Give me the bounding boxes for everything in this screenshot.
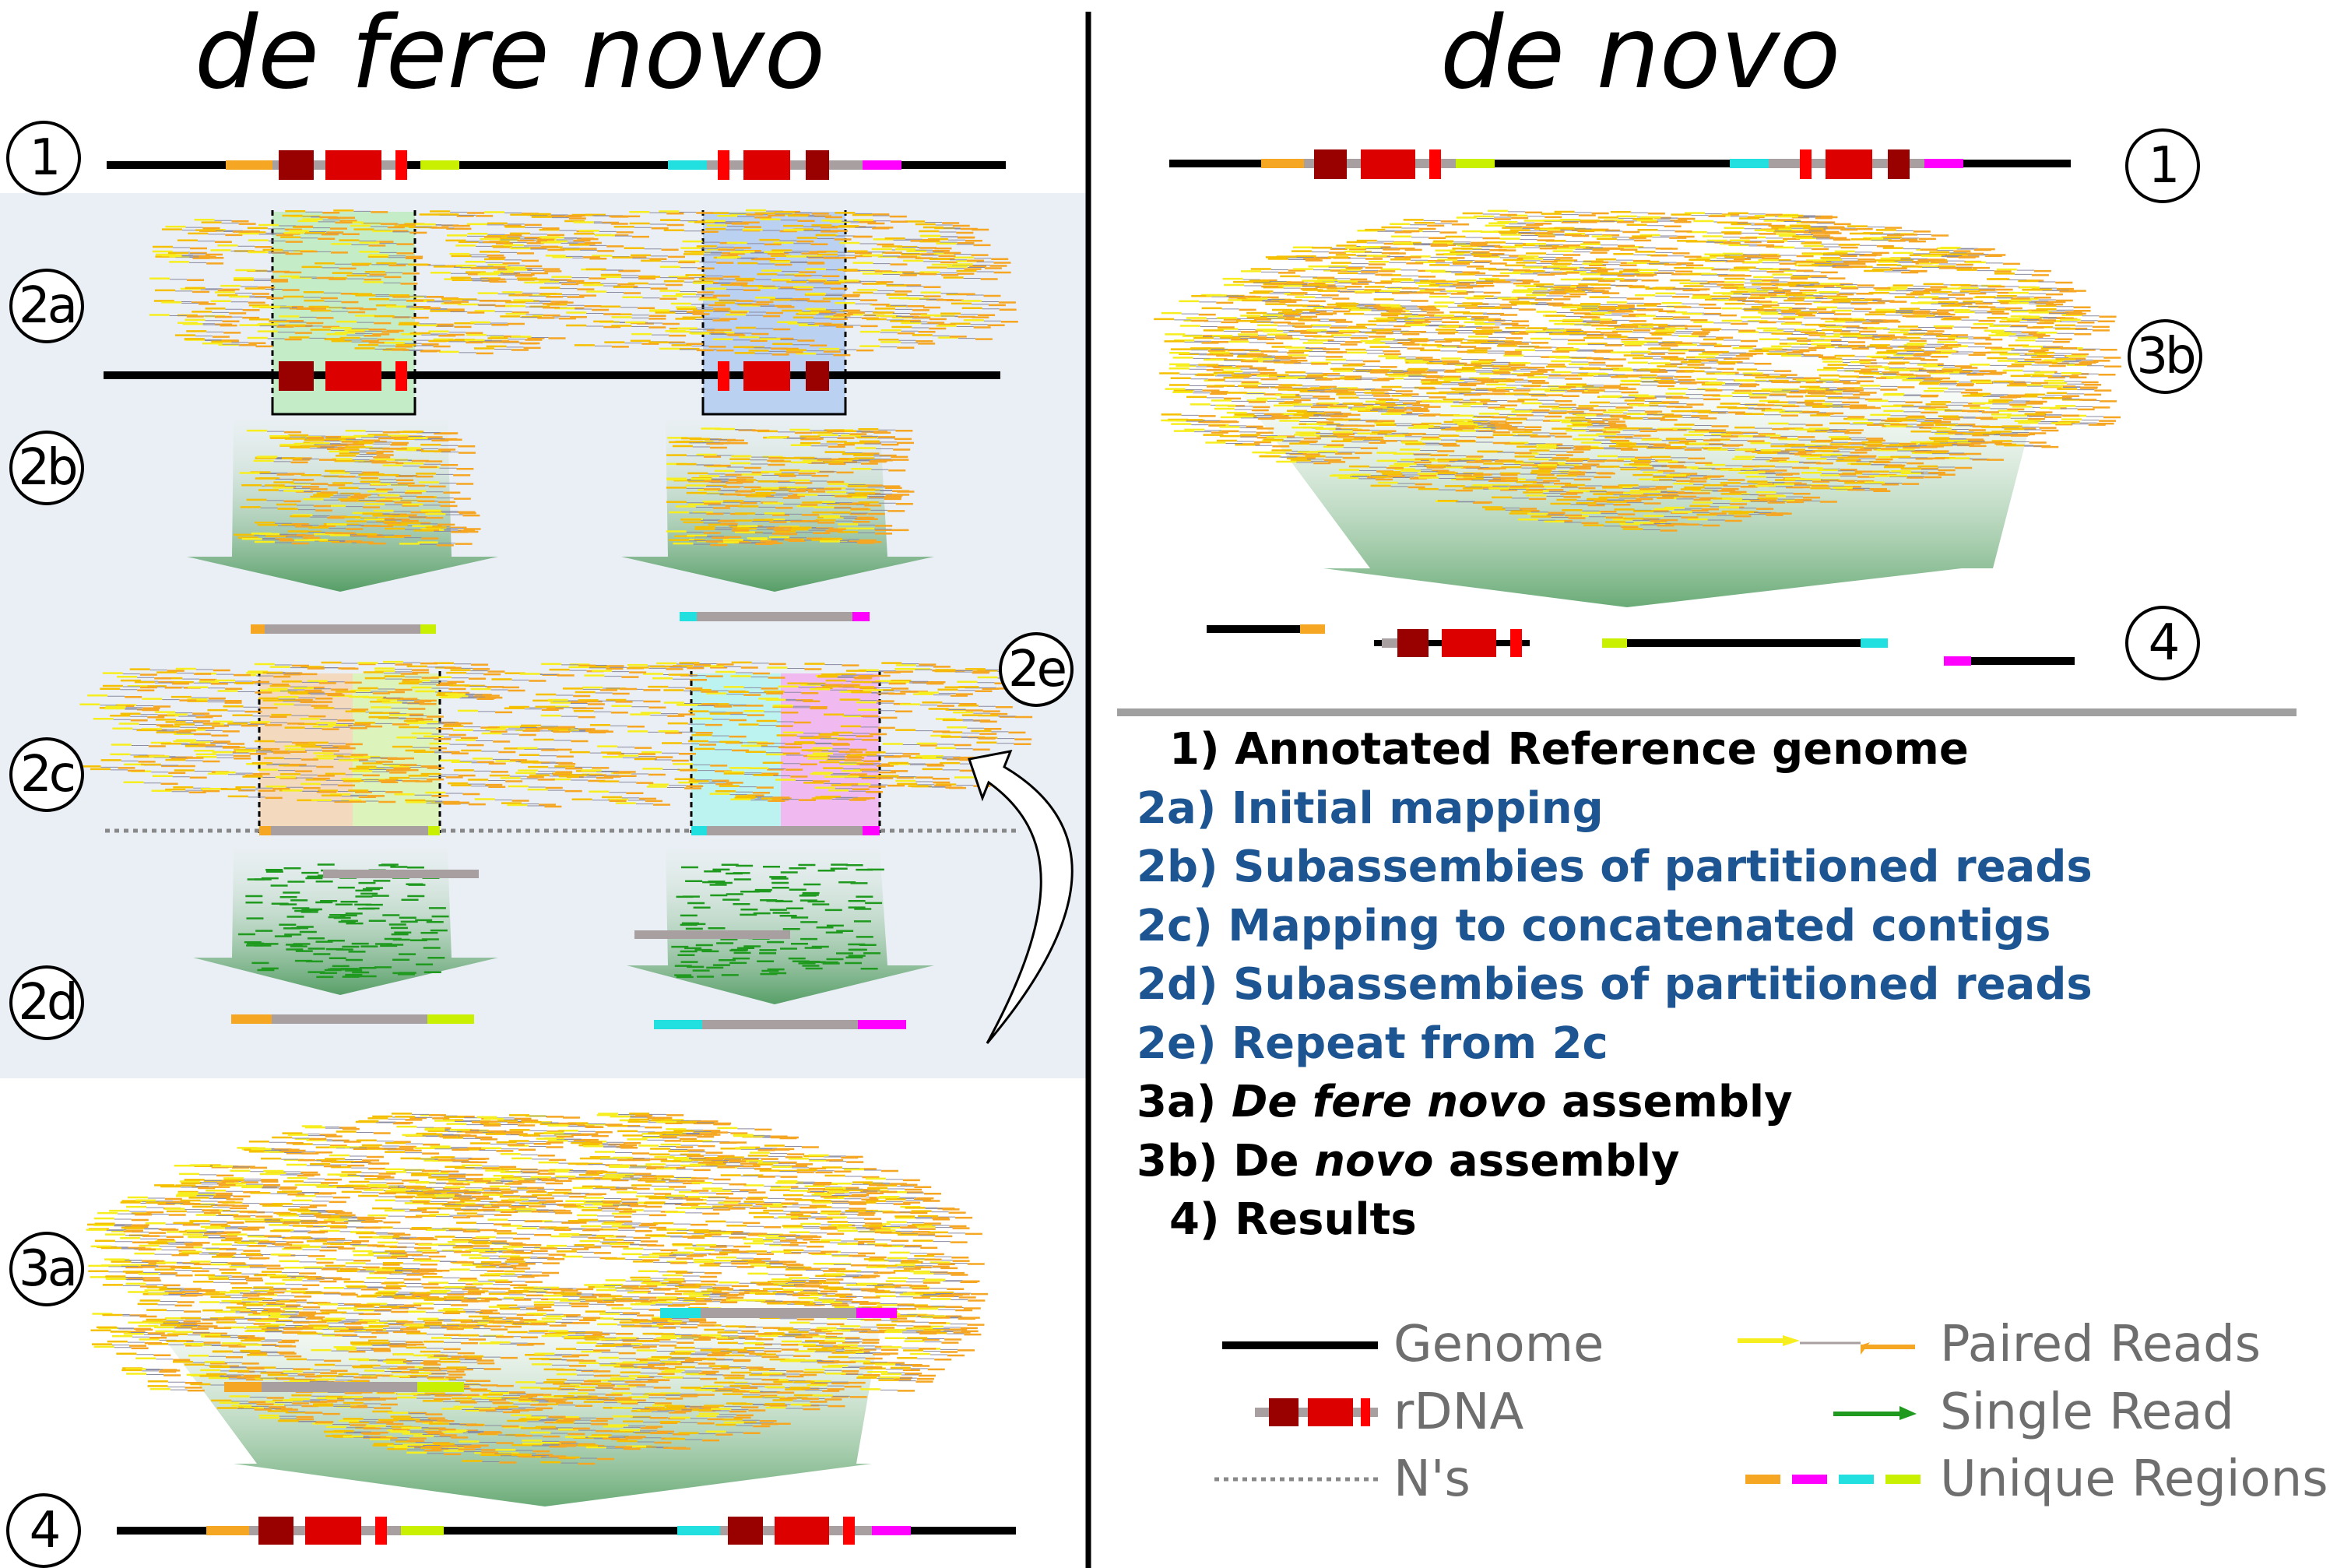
key-label-unique-regions: Unique Regions — [1940, 1454, 2328, 1504]
read-cloud-2b — [234, 427, 915, 547]
key-label-genome: Genome — [1393, 1320, 1604, 1369]
title-de-fere-novo: de fere novo — [195, 4, 825, 104]
repeat-arrow — [968, 750, 1074, 1044]
legend-step-2c: 2c) Mapping to concatenated contigs — [1137, 897, 2093, 956]
step-1-right: 1 — [2125, 128, 2200, 203]
legend-step-2d: 2d) Subassembies of partitioned reads — [1137, 955, 2093, 1014]
legend-step-1: 1) Annotated Reference genome — [1137, 720, 2093, 779]
legend-key-symbols — [1214, 1335, 1921, 1484]
read-cloud-3a — [86, 1113, 989, 1465]
step-3a: 3a — [9, 1232, 84, 1306]
contig-2d-right — [654, 1020, 906, 1029]
contig-3a-right — [660, 1308, 897, 1318]
step-4-right: 4 — [2125, 606, 2200, 680]
key-label-rdna: rDNA — [1393, 1387, 1523, 1437]
contig-2b-left — [251, 624, 436, 634]
funnel-arrow-2b-right — [621, 420, 934, 592]
legend-step-2b: 2b) Subassembies of partitioned reads — [1137, 838, 2093, 897]
reference-genome-right — [1169, 149, 2071, 179]
step-2c: 2c — [9, 737, 84, 812]
step-legend: 1) Annotated Reference genome 2a) Initia… — [1137, 720, 2093, 1250]
contig-3a-left — [224, 1382, 464, 1392]
step-4-left: 4 — [6, 1493, 81, 1568]
key-label-single-read: Single Read — [1940, 1387, 2234, 1437]
step-2b: 2b — [9, 431, 84, 505]
contig-2b-right — [680, 612, 870, 621]
funnel-arrow-3b — [1214, 358, 2047, 607]
funnel-arrow-2d-right — [627, 849, 934, 1004]
legend-step-2e: 2e) Repeat from 2c — [1137, 1014, 2093, 1074]
legend-step-4: 4) Results — [1137, 1190, 2093, 1250]
key-label-ns: N's — [1393, 1454, 1471, 1504]
reference-genome-left — [107, 150, 1006, 180]
step-3b: 3b — [2128, 319, 2202, 394]
step-2a: 2a — [9, 269, 84, 343]
step-1-left: 1 — [6, 121, 81, 195]
read-cloud-2c — [79, 660, 1033, 808]
legend-step-3b: 3b) De novo assembly — [1137, 1132, 2093, 1191]
read-cloud-2d — [237, 863, 884, 979]
read-cloud-2a — [149, 209, 1018, 357]
contig-2d-left — [231, 1014, 474, 1024]
legend-step-3a: 3a) De fere novo assembly — [1137, 1073, 2093, 1132]
concatenated-contigs-2c — [105, 826, 1016, 835]
step-2d: 2d — [9, 965, 84, 1040]
assembled-genome-left — [117, 1517, 1016, 1545]
title-de-novo: de novo — [1440, 4, 1840, 104]
partitioning-panel — [0, 193, 1086, 1078]
key-label-paired-reads: Paired Reads — [1940, 1320, 2261, 1369]
step-2e: 2e — [999, 632, 1074, 707]
reference-genome-2a — [104, 361, 1000, 391]
assembled-fragments-right — [1207, 624, 2075, 666]
legend-step-2a: 2a) Initial mapping — [1137, 779, 2093, 838]
read-cloud-3b — [1154, 209, 2121, 532]
